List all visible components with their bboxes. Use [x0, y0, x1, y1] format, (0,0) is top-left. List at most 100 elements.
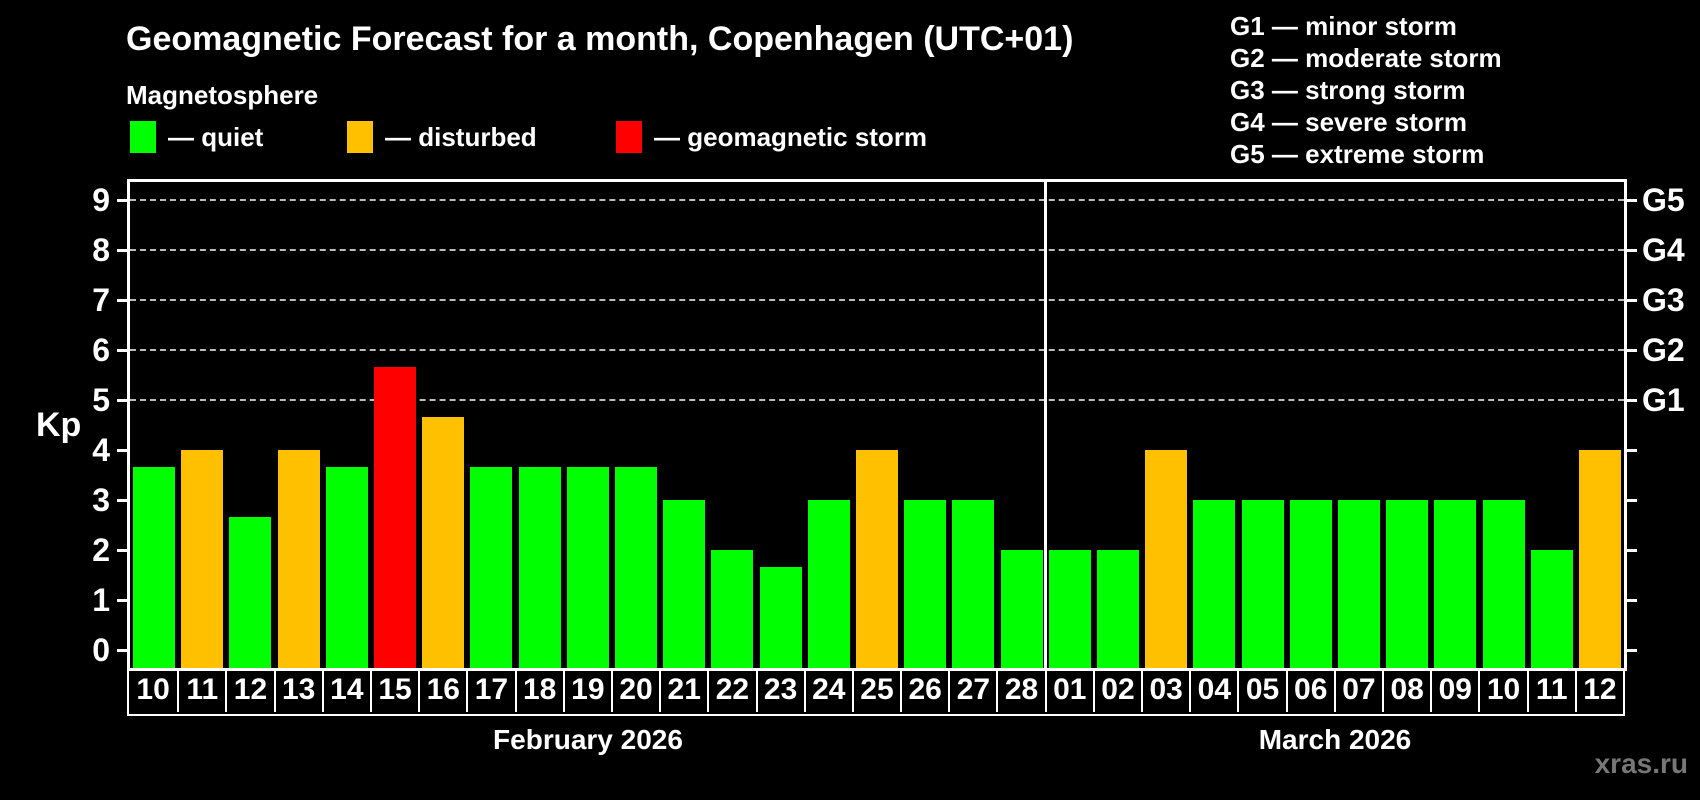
day-label-mar-09: 09: [1430, 668, 1478, 712]
kp-bar-14: [325, 466, 368, 668]
gridline-kp9: [130, 199, 1624, 201]
y-tick-left-3: [117, 498, 127, 502]
y-tick-label-4: 4: [92, 432, 110, 468]
kp-bar-22: [711, 550, 754, 668]
chart-title: Geomagnetic Forecast for a month, Copenh…: [126, 20, 1074, 58]
y-axis-label: Kp: [36, 406, 82, 444]
plot-area: 0 1 2 3 4 5 6 7 8 9 G1 G2 G3 G4 G5: [92, 182, 1685, 668]
right-axis-label-g2: G2: [1642, 332, 1685, 368]
y-tick-label-2: 2: [92, 532, 110, 568]
legend-item-storm: — geomagnetic storm: [616, 120, 927, 154]
y-tick-left-4: [117, 448, 127, 452]
kp-bar-20: [615, 466, 658, 668]
gridline-kp5: [130, 399, 1624, 401]
kp-bar-11: [1530, 550, 1573, 668]
month-separator-line: [1044, 182, 1048, 668]
storm-color-swatch: [616, 121, 642, 153]
day-label-feb-12: 12: [225, 668, 273, 712]
day-label-mar-11: 11: [1526, 668, 1575, 712]
day-label-feb-21: 21: [659, 668, 707, 712]
g-legend-line-g1: G1 — minor storm: [1230, 11, 1457, 41]
kp-bar-01: [1048, 550, 1091, 668]
y-tick-right-9: [1627, 198, 1637, 202]
y-tick-right-0: [1627, 648, 1637, 652]
g-scale-legend: G1 — minor storm G2 — moderate storm G3 …: [1230, 10, 1502, 170]
y-tick-label-3: 3: [92, 482, 110, 518]
month-label-february: February 2026: [493, 724, 683, 755]
legend-label-disturbed: — disturbed: [385, 121, 537, 152]
day-label-mar-10: 10: [1478, 668, 1526, 712]
kp-bar-04: [1193, 500, 1236, 668]
gridline-kp8: [130, 249, 1624, 251]
day-label-feb-23: 23: [755, 668, 804, 712]
y-tick-label-5: 5: [92, 382, 110, 418]
day-label-mar-03: 03: [1141, 668, 1189, 712]
day-label-feb-11: 11: [177, 668, 225, 712]
watermark: xras.ru: [1594, 748, 1688, 779]
day-label-mar-06: 06: [1285, 668, 1334, 712]
y-tick-right-3: [1627, 498, 1637, 502]
x-axis-day-row: 10 11 12 13 14 15 16 17 18 19 20 21 22 23 24 25 26 27 28 01…: [127, 668, 1625, 716]
legend-item-disturbed: — disturbed: [347, 120, 537, 154]
kp-bar-18: [518, 466, 561, 668]
right-axis-label-g1: G1: [1642, 382, 1685, 418]
y-tick-right-6: [1627, 348, 1637, 352]
kp-bar-24: [807, 500, 850, 668]
kp-bar-23: [759, 566, 802, 668]
kp-bar-17: [470, 466, 513, 668]
day-label-feb-26: 26: [900, 668, 948, 712]
y-tick-label-7: 7: [92, 282, 110, 318]
day-label-feb-22: 22: [707, 668, 755, 712]
kp-bar-10: [1482, 500, 1525, 668]
g-legend-line-g5: G5 — extreme storm: [1230, 139, 1485, 169]
kp-bar-15: [374, 366, 417, 668]
g-legend-line-g2: G2 — moderate storm: [1230, 43, 1502, 73]
kp-bar-28: [1000, 550, 1043, 668]
day-label-feb-16: 16: [418, 668, 466, 712]
legend-item-quiet: — quiet: [130, 120, 263, 154]
y-tick-right-2: [1627, 548, 1637, 552]
y-tick-left-5: [117, 398, 127, 402]
day-label-feb-10: 10: [136, 673, 170, 706]
kp-bar-19: [566, 466, 609, 668]
quiet-color-swatch: [130, 121, 156, 153]
day-label-mar-12: 12: [1574, 668, 1623, 712]
kp-bar-10: [133, 466, 176, 668]
day-label-feb-19: 19: [562, 668, 611, 712]
y-tick-left-2: [117, 548, 127, 552]
day-label-mar-01: 01: [1044, 668, 1093, 712]
y-tick-right-5: [1627, 398, 1637, 402]
gridline-kp7: [130, 299, 1624, 301]
legend-label-quiet: — quiet: [168, 121, 264, 152]
kp-bar-08: [1386, 500, 1429, 668]
day-label-mar-02: 02: [1092, 668, 1141, 712]
kp-bar-02: [1096, 550, 1139, 668]
kp-bar-12: [229, 516, 272, 668]
chart-subtitle: Magnetosphere: [126, 80, 319, 110]
day-label-feb-18: 18: [514, 668, 563, 712]
day-label-feb-15: 15: [369, 668, 418, 712]
day-label-mar-05: 05: [1237, 668, 1285, 712]
day-label-feb-13: 13: [273, 668, 322, 712]
day-label-feb-25: 25: [851, 668, 900, 712]
y-tick-left-8: [117, 248, 127, 252]
y-tick-right-1: [1627, 598, 1637, 602]
y-tick-right-4: [1627, 448, 1637, 452]
kp-bar-26: [904, 500, 947, 668]
day-label-feb-24: 24: [803, 668, 852, 712]
legend-label-storm: — geomagnetic storm: [654, 121, 928, 152]
y-tick-label-1: 1: [92, 582, 110, 618]
kp-bar-09: [1434, 500, 1477, 668]
disturbed-color-swatch: [347, 121, 373, 153]
day-label-feb-17: 17: [466, 668, 514, 712]
y-tick-label-0: 0: [92, 632, 110, 668]
kp-bar-11: [181, 450, 224, 668]
g-legend-line-g4: G4 — severe storm: [1230, 107, 1468, 137]
y-tick-right-7: [1627, 298, 1637, 302]
kp-bar-05: [1241, 500, 1284, 668]
right-axis-label-g3: G3: [1642, 282, 1685, 318]
kp-bar-12: [1578, 450, 1621, 668]
day-label-feb-14: 14: [321, 668, 370, 712]
right-axis-label-g5: G5: [1642, 182, 1685, 218]
